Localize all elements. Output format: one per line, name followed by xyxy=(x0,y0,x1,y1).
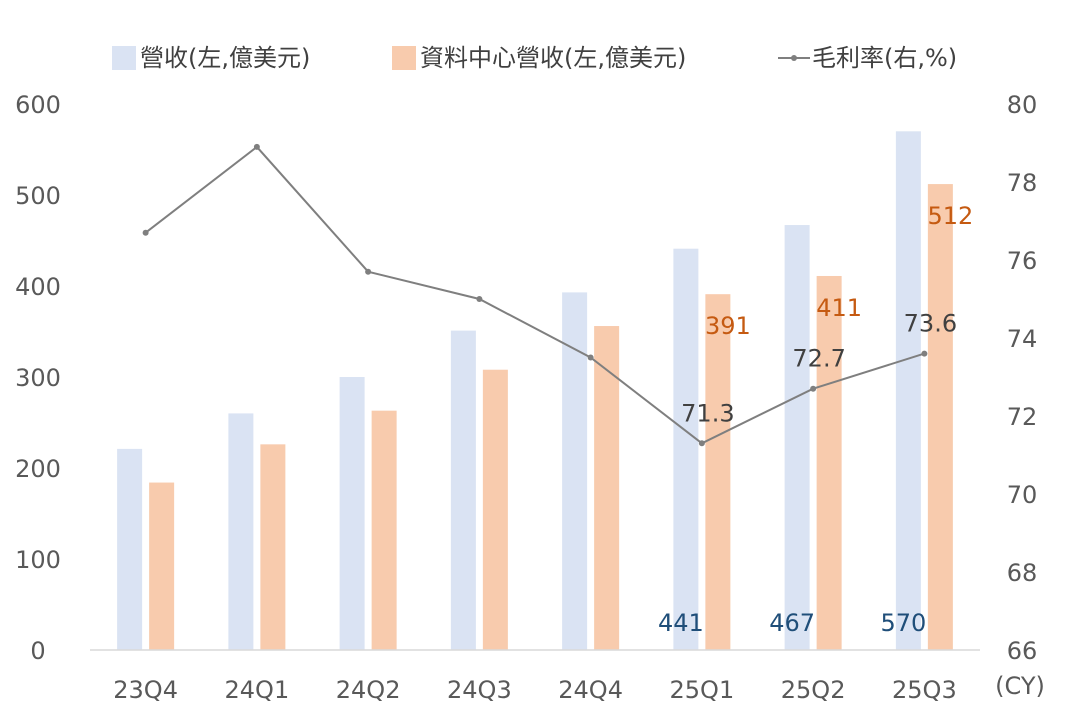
x-axis-unit: (CY) xyxy=(995,672,1045,700)
datacenter-revenue-bar xyxy=(816,275,842,650)
x-tick-label: 24Q2 xyxy=(336,676,401,704)
datacenter-revenue-bar xyxy=(371,410,397,650)
y-right-tick-label: 66 xyxy=(1007,637,1038,665)
y-left-tick-label: 300 xyxy=(15,364,61,392)
margin-line-series xyxy=(142,143,928,447)
y-axis-right: 66 68 70 72 74 76 78 80 xyxy=(1007,91,1038,665)
x-tick-label: 24Q1 xyxy=(225,676,290,704)
revenue-bar xyxy=(562,292,588,650)
margin-data-label: 72.7 xyxy=(792,345,845,373)
margin-point xyxy=(698,440,705,447)
revenue-bar xyxy=(117,448,143,650)
y-left-tick-label: 100 xyxy=(15,546,61,574)
datacenter-data-label: 411 xyxy=(816,294,862,322)
margin-line xyxy=(145,145,925,445)
x-tick-label: 25Q3 xyxy=(892,676,957,704)
revenue-data-label: 570 xyxy=(880,609,926,637)
revenue-bar xyxy=(228,413,254,650)
margin-point xyxy=(921,350,928,357)
y-left-tick-label: 0 xyxy=(30,637,45,665)
x-axis: 23Q4 24Q1 24Q2 24Q3 24Q4 25Q1 25Q2 25Q3 xyxy=(113,676,956,704)
y-left-tick-label: 500 xyxy=(15,182,61,210)
x-tick-label: 25Q2 xyxy=(781,676,846,704)
margin-point xyxy=(142,229,149,236)
revenue-bar xyxy=(895,131,921,651)
datacenter-revenue-bar xyxy=(149,482,175,650)
margin-point xyxy=(476,296,483,302)
legend-label-revenue: 營收(左,億美元) xyxy=(140,44,310,72)
x-tick-label: 23Q4 xyxy=(113,676,178,704)
datacenter-revenue-bar xyxy=(482,369,508,650)
y-right-tick-label: 72 xyxy=(1007,403,1038,431)
y-left-tick-label: 400 xyxy=(15,273,61,301)
datacenter-data-label: 391 xyxy=(705,312,751,340)
margin-point xyxy=(587,354,594,361)
margin-point xyxy=(253,143,260,150)
legend-label-datacenter: 資料中心營收(左,億美元) xyxy=(420,44,686,72)
y-right-tick-label: 70 xyxy=(1007,481,1038,509)
revenue-bar xyxy=(450,330,476,650)
revenue-bar xyxy=(339,377,365,650)
datacenter-revenue-bar xyxy=(594,326,620,650)
margin-point xyxy=(365,268,372,275)
margin-data-label: 71.3 xyxy=(681,399,734,427)
bars xyxy=(117,131,953,651)
legend-marker-margin xyxy=(791,55,797,61)
margin-data-label: 73.6 xyxy=(904,310,957,338)
revenue-data-label: 441 xyxy=(658,609,704,637)
y-left-tick-label: 200 xyxy=(15,455,61,483)
y-right-tick-label: 76 xyxy=(1007,247,1038,275)
data-labels: 441 467 570 391 411 512 71.3 72.7 73.6 xyxy=(658,202,973,637)
datacenter-revenue-bar xyxy=(927,184,953,650)
datacenter-data-label: 512 xyxy=(927,202,973,230)
datacenter-revenue-bar xyxy=(705,294,731,650)
x-tick-label: 24Q3 xyxy=(447,676,512,704)
revenue-bar xyxy=(784,225,810,650)
y-right-tick-label: 78 xyxy=(1007,169,1038,197)
margin-point xyxy=(810,385,817,392)
y-axis-left: 0 100 200 300 400 500 600 xyxy=(15,91,61,665)
x-tick-label: 24Q4 xyxy=(558,676,623,704)
y-right-tick-label: 80 xyxy=(1007,91,1038,119)
y-left-tick-label: 600 xyxy=(15,91,61,119)
revenue-data-label: 467 xyxy=(769,609,815,637)
legend: 營收(左,億美元) 資料中心營收(左,億美元) 毛利率(右,%) xyxy=(112,44,957,72)
datacenter-revenue-bar xyxy=(260,444,286,650)
legend-label-margin: 毛利率(右,%) xyxy=(812,44,957,72)
x-tick-label: 25Q1 xyxy=(670,676,735,704)
y-right-tick-label: 74 xyxy=(1007,325,1038,353)
y-right-tick-label: 68 xyxy=(1007,559,1038,587)
revenue-bar xyxy=(673,248,699,650)
legend-swatch-revenue xyxy=(112,46,136,70)
legend-swatch-datacenter xyxy=(392,46,416,70)
